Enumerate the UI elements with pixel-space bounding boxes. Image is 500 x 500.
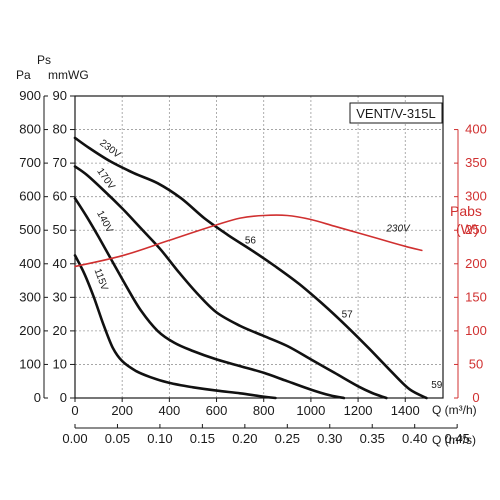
pabs-unit-label: Pabs: [450, 203, 482, 219]
w-tick-label: 150: [465, 289, 487, 304]
w-tick-label: 50: [469, 356, 483, 371]
pa-tick-label: 0: [34, 390, 41, 405]
pa-tick-label: 500: [19, 222, 41, 237]
x-tick-label: 600: [206, 403, 228, 418]
series-label: 230V: [97, 138, 122, 161]
pressure-curve: [73, 165, 388, 400]
pa-tick-label: 100: [19, 356, 41, 371]
plot-frame: [74, 95, 444, 399]
x2-tick-label: 0.15: [190, 431, 215, 446]
mmwg-tick-label: 40: [53, 256, 67, 271]
pa-tick-label: 400: [19, 256, 41, 271]
w-unit-label: (W): [456, 221, 479, 237]
x2-tick-label: 0.00: [62, 431, 87, 446]
w-tick-label: 250: [465, 222, 487, 237]
q-m3h-label: Q (m³/h): [432, 403, 477, 417]
mmwg-tick-label: 90: [53, 88, 67, 103]
power-curve: [74, 214, 423, 268]
x-tick-label: 1200: [344, 403, 373, 418]
x2-tick-label: 0.40: [402, 431, 427, 446]
mmwg-tick-label: 70: [53, 155, 67, 170]
x2-tick-label: 0.30: [317, 431, 342, 446]
q-m3s-label: Q (m³/s): [432, 433, 476, 447]
series-label: 115V: [92, 267, 110, 292]
series-label: 170V: [94, 166, 117, 192]
x-tick-label: 1000: [296, 403, 325, 418]
w-tick-label: 350: [465, 155, 487, 170]
x2-tick-label: 0.25: [275, 431, 300, 446]
w-tick-label: 400: [465, 122, 487, 137]
pressure-curve: [73, 136, 428, 400]
mmwg-tick-label: 60: [53, 189, 67, 204]
w-tick-label: 100: [465, 323, 487, 338]
pa-tick-label: 200: [19, 323, 41, 338]
grid: [75, 95, 443, 398]
x2-tick-label: 0.10: [147, 431, 172, 446]
x-tick-label: 400: [159, 403, 181, 418]
w-tick-label: 300: [465, 189, 487, 204]
mmwg-tick-label: 0: [60, 390, 67, 405]
axes: [43, 95, 459, 429]
pa-unit-label: Pa: [16, 68, 31, 82]
pressure-curve: [73, 254, 277, 400]
w-tick-label: 0: [472, 390, 479, 405]
x2-tick-label: 0.20: [232, 431, 257, 446]
x-tick-label: 1400: [391, 403, 420, 418]
pa-tick-label: 900: [19, 88, 41, 103]
mmwg-tick-label: 20: [53, 323, 67, 338]
x-tick-label: 800: [253, 403, 275, 418]
pa-tick-label: 700: [19, 155, 41, 170]
model-label-box: VENT/V-315L: [349, 102, 443, 124]
pressure-curve: [73, 197, 346, 400]
mmwg-tick-label: 10: [53, 356, 67, 371]
series-label: 230V: [385, 224, 411, 235]
model-label: VENT/V-315L: [356, 106, 436, 121]
noise-annotation: 57: [342, 309, 354, 320]
pa-tick-label: 600: [19, 189, 41, 204]
mmwg-tick-label: 50: [53, 222, 67, 237]
pa-tick-label: 300: [19, 289, 41, 304]
x2-tick-label: 0.35: [360, 431, 385, 446]
noise-annotation: 59: [431, 380, 443, 391]
mmwg-unit-label: mmWG: [48, 68, 89, 82]
curves: [73, 136, 428, 400]
mmwg-tick-label: 30: [53, 289, 67, 304]
pa-tick-label: 800: [19, 122, 41, 137]
x2-tick-label: 0.05: [105, 431, 130, 446]
w-tick-label: 200: [465, 256, 487, 271]
series-label: 140V: [94, 209, 115, 235]
x-tick-label: 0: [71, 403, 78, 418]
x-tick-label: 200: [111, 403, 133, 418]
noise-annotation: 56: [245, 236, 257, 247]
mmwg-tick-label: 80: [53, 122, 67, 137]
x2-tick-label: 0.45: [444, 431, 469, 446]
ps-unit-label: Ps: [37, 53, 51, 67]
